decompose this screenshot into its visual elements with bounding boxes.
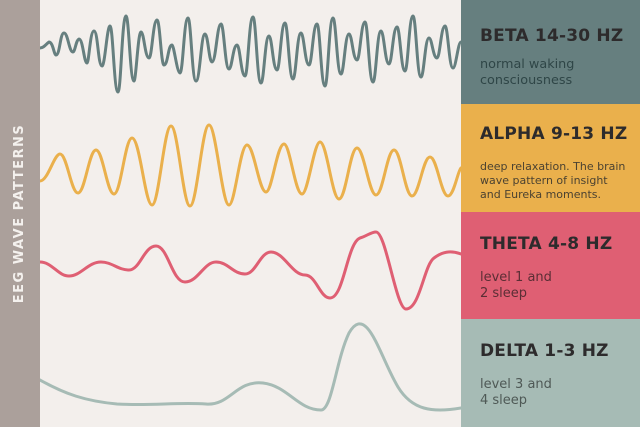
delta-description: level 3 and 4 sleep (480, 377, 552, 408)
theta-title: THETA 4-8 HZ (480, 234, 613, 254)
side-title-container: EEG WAVE PATTERNS (8, 0, 32, 427)
theta-wave (40, 230, 461, 311)
theta-band: THETA 4-8 HZ level 1 and 2 sleep (461, 212, 640, 319)
beta-wave (40, 14, 461, 94)
alpha-wave (40, 123, 461, 208)
beta-description: normal waking consciousness (480, 57, 575, 88)
side-title: EEG WAVE PATTERNS (12, 123, 28, 304)
alpha-band: ALPHA 9-13 HZ deep relaxation. The brain… (461, 104, 640, 212)
wave-legend: BETA 14-30 HZ normal waking consciousnes… (461, 0, 640, 427)
delta-band: DELTA 1-3 HZ level 3 and 4 sleep (461, 319, 640, 427)
alpha-title: ALPHA 9-13 HZ (480, 124, 628, 144)
theta-description: level 1 and 2 sleep (480, 270, 552, 301)
beta-title: BETA 14-30 HZ (480, 26, 624, 46)
beta-band: BETA 14-30 HZ normal waking consciousnes… (461, 0, 640, 104)
delta-wave (40, 322, 461, 412)
delta-title: DELTA 1-3 HZ (480, 341, 609, 361)
wave-patterns-area (40, 14, 461, 412)
side-title-strip: EEG WAVE PATTERNS (0, 0, 40, 427)
alpha-description: deep relaxation. The brain wave pattern … (480, 160, 626, 201)
